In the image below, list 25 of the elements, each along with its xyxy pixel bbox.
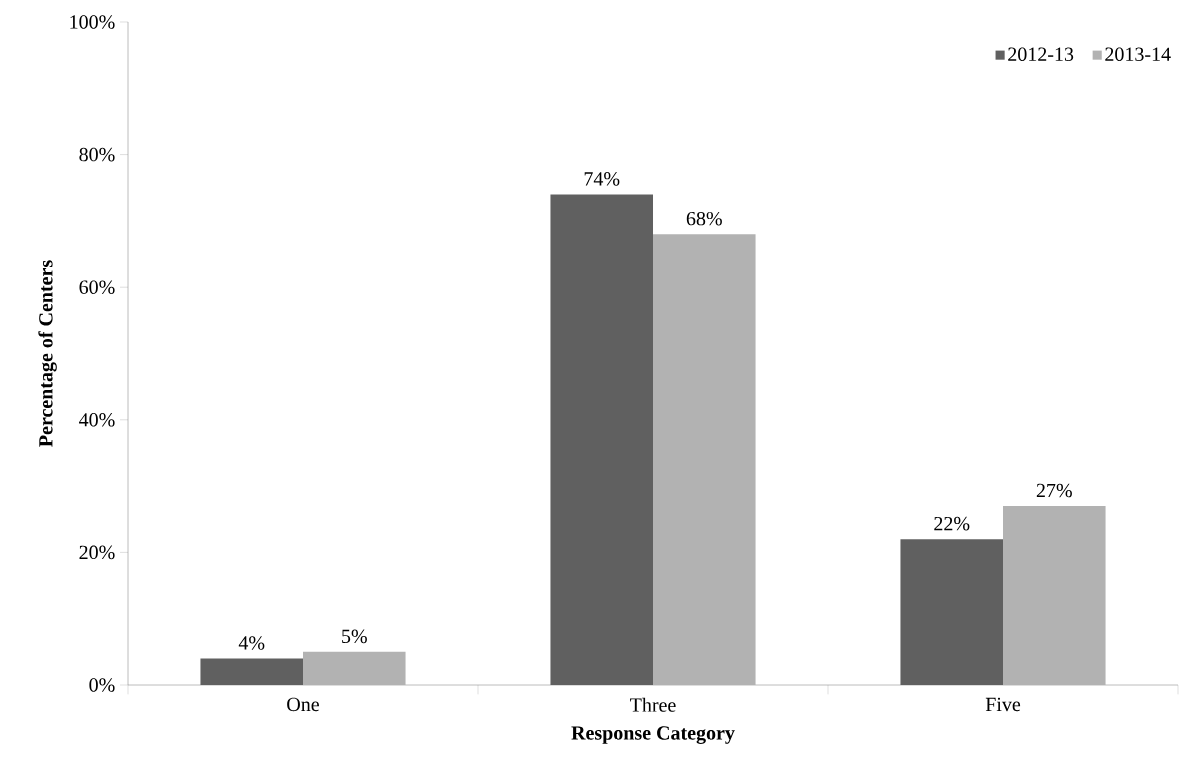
y-tick-label: 20% — [79, 545, 115, 560]
data-label: 27% — [1036, 483, 1072, 498]
legend-label: 2013-14 — [1105, 47, 1171, 61]
data-label: 22% — [934, 516, 970, 531]
legend-label: 2012-13 — [1008, 47, 1074, 61]
y-axis-title: Percentage of Centers — [38, 260, 57, 447]
data-label: 5% — [342, 629, 367, 644]
bar — [1003, 505, 1106, 685]
x-axis-title: Response Category — [571, 726, 735, 744]
bar — [900, 539, 1004, 685]
y-tick-label: 100% — [70, 15, 115, 29]
x-tick-label: Five — [985, 697, 1021, 712]
y-tick-label: 40% — [79, 413, 115, 427]
bar — [550, 194, 654, 685]
bar — [303, 651, 406, 685]
data-label: 74% — [584, 172, 620, 186]
y-tick-label: 80% — [79, 147, 115, 162]
x-tick-label: One — [287, 697, 319, 712]
y-tick-label: 0% — [89, 678, 115, 692]
x-tick-label: Three — [630, 697, 676, 712]
bar — [200, 658, 304, 685]
data-label: 4% — [238, 636, 265, 650]
data-label: 68% — [686, 211, 722, 226]
bar — [653, 234, 756, 685]
y-tick-label: 60% — [79, 280, 115, 294]
